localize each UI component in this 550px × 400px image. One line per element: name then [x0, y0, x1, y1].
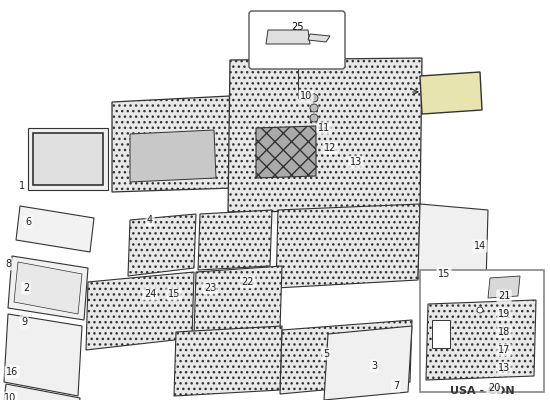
Text: 2: 2 — [23, 283, 29, 293]
Text: 14: 14 — [474, 241, 486, 251]
Text: 10: 10 — [300, 91, 312, 101]
Bar — [432, 320, 450, 348]
Text: 22: 22 — [242, 277, 254, 287]
Text: 6: 6 — [25, 217, 31, 227]
Polygon shape — [28, 128, 108, 190]
Text: 15: 15 — [168, 289, 180, 299]
Bar — [420, 270, 544, 392]
Text: 13: 13 — [350, 157, 362, 167]
Text: 24: 24 — [144, 289, 156, 299]
Text: 10: 10 — [4, 393, 16, 400]
Text: sparesbox: sparesbox — [252, 196, 428, 224]
Polygon shape — [112, 96, 234, 192]
Text: 1: 1 — [19, 181, 25, 191]
Polygon shape — [426, 300, 536, 380]
Text: 20: 20 — [488, 383, 500, 393]
Text: 25: 25 — [292, 22, 304, 32]
Polygon shape — [194, 266, 282, 336]
Text: 3: 3 — [371, 361, 377, 371]
Polygon shape — [8, 256, 88, 320]
Polygon shape — [418, 204, 488, 284]
Polygon shape — [14, 262, 82, 314]
Polygon shape — [33, 133, 103, 185]
Polygon shape — [256, 126, 316, 178]
Polygon shape — [324, 326, 412, 400]
Text: 17: 17 — [498, 345, 510, 355]
Circle shape — [477, 307, 483, 313]
Text: USA - CDN: USA - CDN — [450, 386, 514, 396]
Polygon shape — [276, 204, 420, 288]
Polygon shape — [420, 72, 482, 114]
Circle shape — [310, 94, 318, 102]
Polygon shape — [2, 384, 80, 400]
Text: 5: 5 — [323, 349, 329, 359]
Polygon shape — [488, 276, 520, 298]
Circle shape — [310, 104, 318, 112]
Text: 18: 18 — [498, 327, 510, 337]
FancyBboxPatch shape — [249, 11, 345, 69]
Text: 7: 7 — [393, 381, 399, 391]
Polygon shape — [16, 206, 94, 252]
Text: 16: 16 — [6, 367, 18, 377]
Polygon shape — [198, 210, 272, 270]
Polygon shape — [308, 34, 330, 42]
Text: 11: 11 — [318, 123, 330, 133]
Text: 19: 19 — [498, 309, 510, 319]
Polygon shape — [4, 314, 82, 396]
Polygon shape — [86, 272, 194, 350]
Text: 8: 8 — [5, 259, 11, 269]
Polygon shape — [128, 214, 196, 276]
Text: 21: 21 — [498, 291, 510, 301]
Text: 23: 23 — [204, 283, 216, 293]
Polygon shape — [280, 320, 412, 394]
Text: 4: 4 — [147, 215, 153, 225]
Text: 9: 9 — [21, 317, 27, 327]
Text: 13: 13 — [498, 363, 510, 373]
Polygon shape — [174, 326, 282, 396]
Polygon shape — [266, 30, 310, 44]
Polygon shape — [228, 58, 422, 212]
Text: 15: 15 — [438, 269, 450, 279]
Circle shape — [310, 114, 318, 122]
Text: since 1998: since 1998 — [298, 230, 382, 246]
Polygon shape — [130, 130, 216, 182]
Text: 12: 12 — [324, 143, 336, 153]
